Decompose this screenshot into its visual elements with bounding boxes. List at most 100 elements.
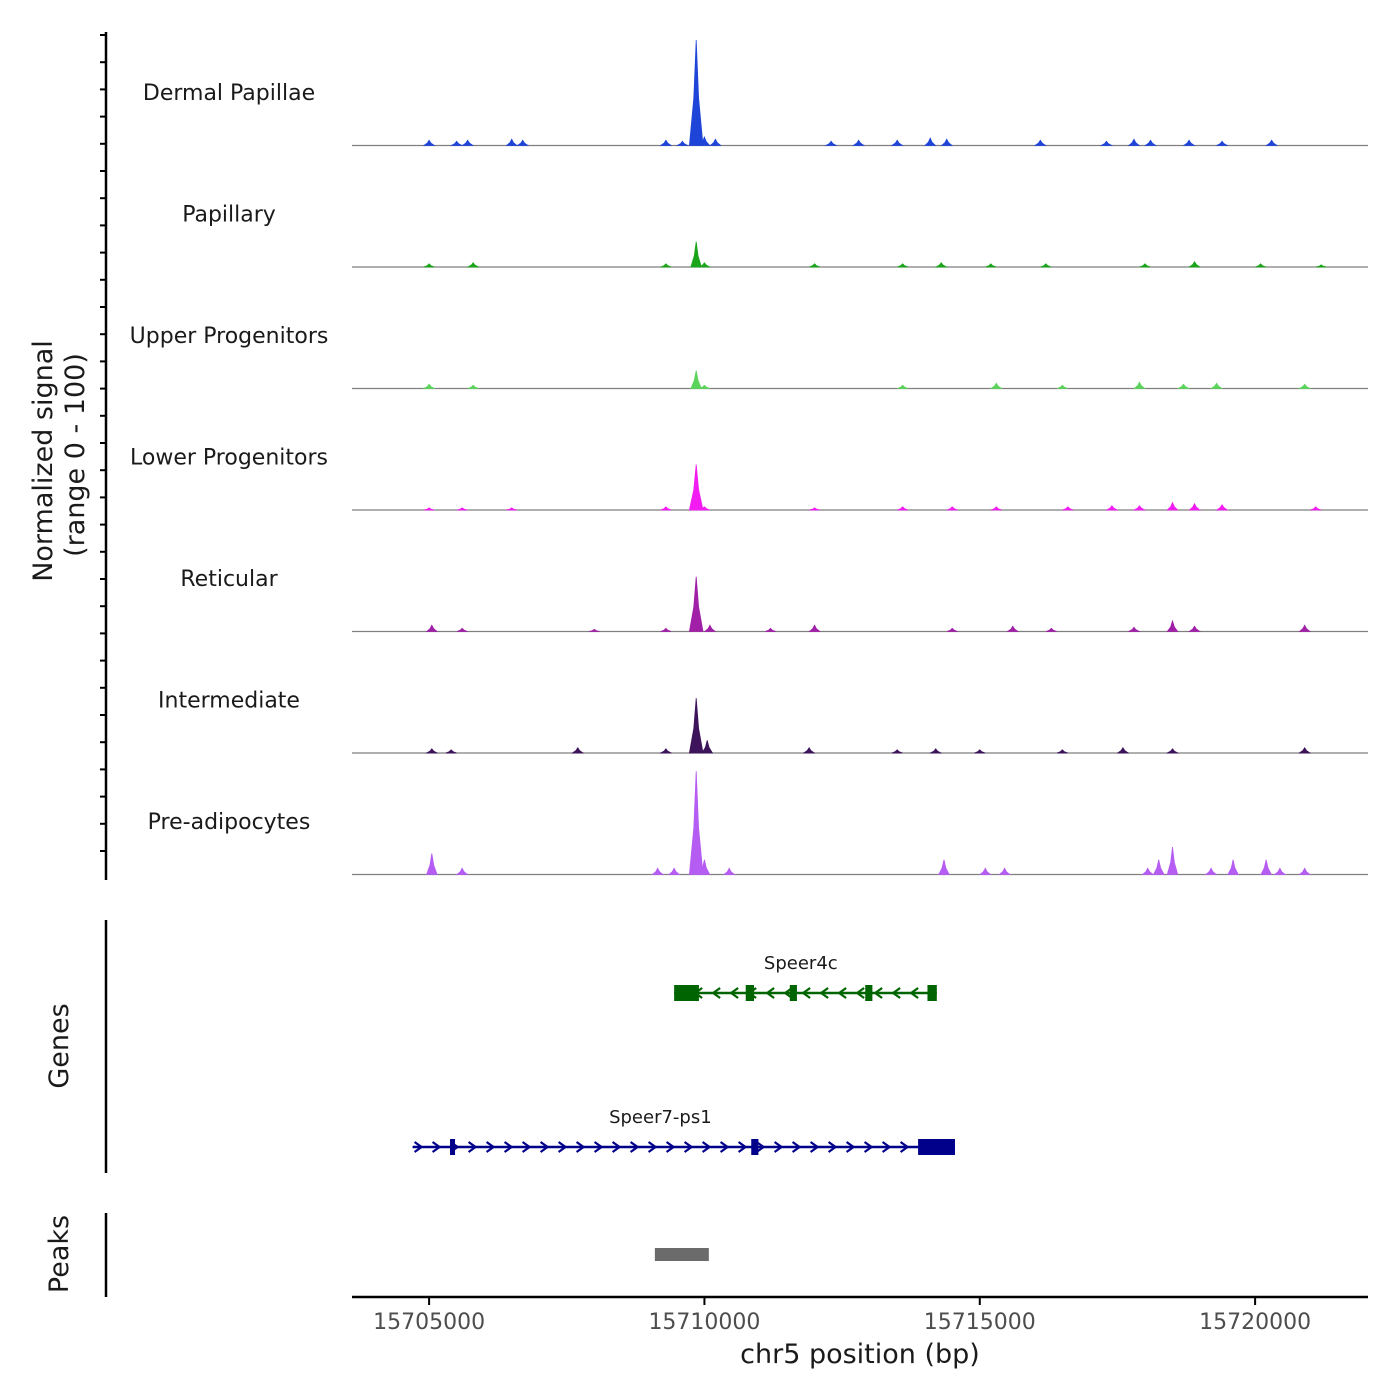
signal-peak [990,506,1002,511]
signal-peak [697,262,712,268]
signal-peak [423,263,435,268]
signal-peak [588,628,600,632]
strand-arrow [891,987,901,999]
strand-arrow [593,1141,604,1153]
signal-peak [1139,263,1151,268]
strand-arrow [647,1141,658,1153]
track-label: Papillary [182,203,276,228]
signal-peak [928,748,943,754]
signal-peak [1056,749,1068,754]
signal-peak [1182,139,1196,146]
signal-peak [1273,867,1287,875]
signal-peak [699,384,710,389]
strand-arrow [729,987,739,999]
strand-arrow [755,1141,766,1153]
strand-arrow [737,1141,748,1153]
track-label: Intermediate [158,689,300,714]
signal-peak [1298,867,1312,875]
strand-arrow [413,1141,424,1153]
signal-peak [698,859,711,875]
strand-arrow [629,1141,640,1153]
signal-peak [1133,381,1146,389]
signal-peak [802,746,816,754]
signal-peak [809,507,820,511]
signal-peak [667,867,681,875]
signal-peak [659,748,673,754]
strand-arrow [485,1141,496,1153]
signal-peak [897,263,909,268]
strand-arrow [909,987,919,999]
signal-peak [890,139,904,146]
strand-arrow [791,1141,802,1153]
strand-arrow [683,1141,694,1153]
genes-track-label: Genes [44,1003,75,1088]
y-axis-label-line2: (range 0 - 100) [60,353,91,557]
signal-peak [449,140,464,146]
strand-arrow [863,1141,874,1153]
signal-peak [660,627,672,632]
signal-peak [461,139,475,146]
signal-peak [688,771,704,875]
signal-peak [989,382,1003,389]
signal-peak [1298,624,1312,632]
signal-peak [1255,263,1266,268]
signal-peak [688,464,704,511]
signal-peak [934,262,949,268]
signal-peak [1127,138,1141,146]
signal-peak [1310,506,1322,511]
signal-peak [445,749,457,754]
signal-peak [940,138,954,146]
signal-peak [1040,263,1052,268]
signal-peak [425,748,439,754]
signal-peak [688,39,704,146]
strand-arrow [467,1141,478,1153]
signal-peak [1141,867,1155,875]
signal-peak [1315,264,1327,268]
signal-peak [675,140,690,146]
signal-peak [1297,383,1312,389]
strand-arrow [719,1141,730,1153]
x-axis-label: chr5 position (bp) [740,1339,980,1370]
signal-peak [1166,501,1179,511]
signal-peak [1165,748,1180,754]
gene-exon [751,1139,759,1155]
gene-speer7-ps1: Speer7-ps1 [412,1107,955,1155]
signal-peak [1105,505,1119,511]
signal-peak [505,138,519,146]
signal-peak [824,140,838,146]
signal-peak [1265,139,1279,146]
x-axis-ticks: 15705000 15710000 15715000 15720000 [373,1297,1311,1335]
gene-annotations: Speer4c Speer7-ps1 [412,953,955,1155]
signal-peak [422,383,436,389]
signal-peak [688,576,704,632]
signal-peak [1188,502,1201,511]
signal-peak [506,507,518,511]
signal-peak [1215,503,1229,511]
peak-region [654,1248,709,1261]
signal-peak [1116,746,1130,754]
signal-peak [891,749,903,754]
track-label: Lower Progenitors [130,446,328,471]
strand-arrow [819,987,829,999]
strand-arrow [873,987,883,999]
strand-arrow [539,1141,550,1153]
signal-peak [1062,506,1074,511]
signal-peak [808,624,821,632]
strand-arrow [611,1141,622,1153]
x-tick-label: 15720000 [1199,1310,1311,1335]
signal-peak [1188,625,1202,632]
signal-peak [455,867,469,875]
strand-arrow [881,1141,892,1153]
signal-peak [974,749,986,754]
x-tick-label: 15710000 [648,1310,760,1335]
signal-peak [1166,619,1179,632]
signal-peak [1227,859,1239,875]
signal-peak [1210,382,1224,389]
y-axis-label-line1: Normalized signal [28,340,59,582]
track-pre-adipocytes: Pre-adipocytes [148,771,1368,876]
signal-peak [946,506,958,511]
signal-peak [1298,746,1312,754]
signal-peak [659,139,673,146]
strand-arrow [837,987,847,999]
track-intermediate: Intermediate [158,689,1368,754]
